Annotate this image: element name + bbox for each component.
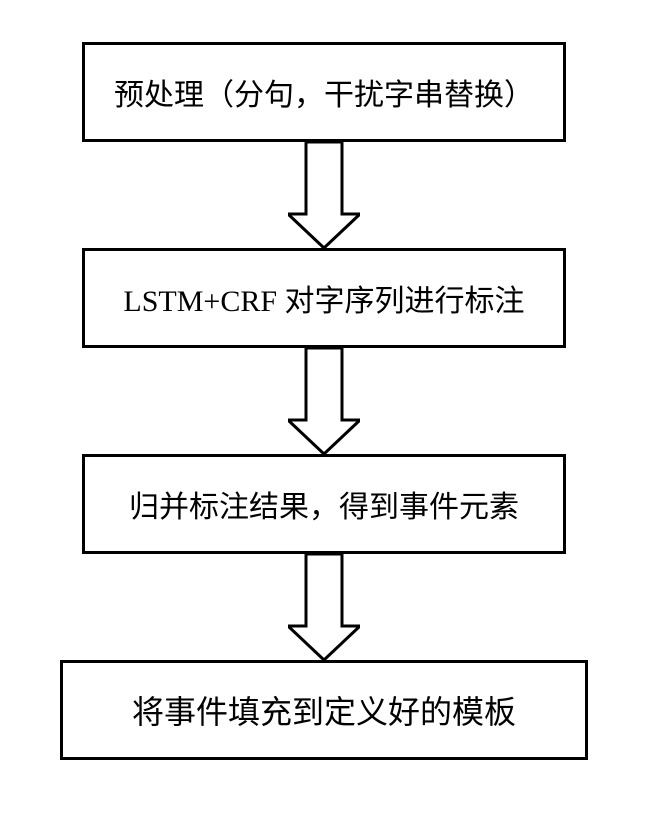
flow-node-label: 预处理（分句，干扰字串替换）	[114, 70, 534, 114]
flow-node-lstm-crf: LSTM+CRF 对字序列进行标注	[82, 248, 566, 348]
flow-arrow-3	[288, 554, 360, 660]
flow-node-merge: 归并标注结果，得到事件元素	[82, 454, 566, 554]
flow-node-label: LSTM+CRF 对字序列进行标注	[123, 276, 524, 320]
flow-arrow-1	[288, 142, 360, 248]
flow-node-label: 将事件填充到定义好的模板	[132, 687, 516, 733]
flow-node-template: 将事件填充到定义好的模板	[60, 660, 588, 760]
flowchart-canvas: 预处理（分句，干扰字串替换） LSTM+CRF 对字序列进行标注 归并标注结果，…	[0, 0, 650, 823]
flow-node-label: 归并标注结果，得到事件元素	[129, 482, 519, 526]
flow-arrow-2	[288, 348, 360, 454]
flow-node-preprocess: 预处理（分句，干扰字串替换）	[82, 42, 566, 142]
